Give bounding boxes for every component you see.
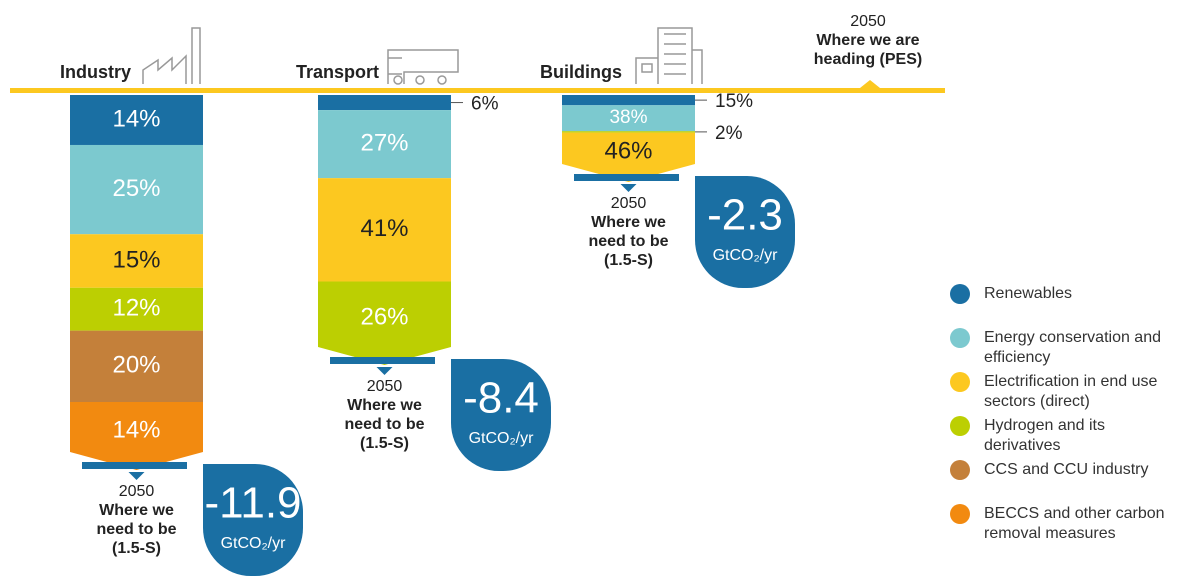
target-arrow bbox=[620, 184, 637, 192]
wheel bbox=[437, 75, 447, 85]
bar-segment bbox=[562, 131, 695, 133]
value-label: 15% bbox=[715, 91, 753, 112]
value-label: 38% bbox=[609, 107, 647, 128]
bar-segment bbox=[70, 402, 203, 470]
legend-item: BECCS and other carbon removal measures bbox=[950, 504, 1175, 548]
target-label: Where we bbox=[99, 502, 174, 519]
value-label: 15% bbox=[112, 246, 160, 273]
sector-name: Buildings bbox=[540, 62, 622, 82]
target-label: (1.5-S) bbox=[360, 435, 409, 452]
legend-label: Hydrogen and its derivatives bbox=[984, 417, 1105, 454]
legend-label: Renewables bbox=[984, 285, 1073, 302]
total-unit: GtCO₂/yr bbox=[221, 535, 287, 552]
target-arrow bbox=[128, 472, 145, 480]
value-label: 14% bbox=[112, 416, 160, 443]
value-label: 6% bbox=[471, 94, 499, 115]
target-label: need to be bbox=[344, 416, 424, 433]
pes-label: Where we are bbox=[816, 32, 919, 49]
legend-swatch bbox=[950, 504, 970, 524]
legend-item: Renewables bbox=[950, 284, 1175, 328]
bar-segment bbox=[562, 95, 695, 106]
target-marker bbox=[574, 174, 679, 181]
legend-item: Energy conservation and efficiency bbox=[950, 328, 1175, 372]
value-label: 2% bbox=[715, 123, 743, 144]
baseline bbox=[10, 88, 945, 93]
bar-segment bbox=[562, 105, 695, 132]
target-label: 2050 bbox=[611, 195, 647, 212]
total-value: -8.4 bbox=[463, 374, 539, 423]
legend-swatch bbox=[950, 416, 970, 436]
legend-item: Electrification in end use sectors (dire… bbox=[950, 372, 1175, 416]
target-label: Where we bbox=[591, 214, 666, 231]
legend-swatch bbox=[950, 328, 970, 348]
legend-swatch bbox=[950, 372, 970, 392]
value-label: 14% bbox=[112, 105, 160, 132]
target-label: 2050 bbox=[119, 483, 155, 500]
sector-name: Industry bbox=[60, 62, 131, 82]
total-badge bbox=[695, 176, 795, 288]
value-label: 27% bbox=[360, 129, 408, 156]
legend-swatch bbox=[950, 460, 970, 480]
value-label: 46% bbox=[604, 138, 652, 165]
target-label: 2050 bbox=[367, 378, 403, 395]
legend-label: BECCS and other carbon removal measures bbox=[984, 505, 1165, 542]
target-label: (1.5-S) bbox=[112, 540, 161, 557]
bar-segment bbox=[562, 132, 695, 182]
total-unit: GtCO₂/yr bbox=[713, 247, 779, 264]
pes-label: 2050 bbox=[850, 13, 886, 30]
value-label: 12% bbox=[112, 295, 160, 322]
legend: Renewables Energy conservation and effici… bbox=[950, 284, 1175, 548]
target-arrow bbox=[376, 367, 393, 375]
total-value: -11.9 bbox=[204, 479, 301, 528]
icons bbox=[142, 27, 703, 85]
total-badge bbox=[451, 359, 551, 471]
target-label: Where we bbox=[347, 397, 422, 414]
bar-segment bbox=[70, 95, 203, 145]
target-label: need to be bbox=[588, 233, 668, 250]
target-marker bbox=[330, 357, 435, 364]
bar-segment bbox=[318, 95, 451, 111]
target-label: need to be bbox=[96, 521, 176, 538]
total-unit: GtCO₂/yr bbox=[469, 430, 535, 447]
bar-segment bbox=[70, 234, 203, 288]
legend-swatch bbox=[950, 284, 970, 304]
legend-label: CCS and CCU industry bbox=[984, 461, 1149, 478]
value-label: 26% bbox=[360, 304, 408, 331]
legend-label: Electrification in end use sectors (dire… bbox=[984, 373, 1158, 410]
legend-item: Hydrogen and its derivatives bbox=[950, 416, 1175, 460]
target-marker bbox=[82, 462, 187, 469]
wheel bbox=[393, 75, 403, 85]
bar-segment bbox=[70, 330, 203, 403]
truck-icon bbox=[387, 49, 459, 84]
bar-segment bbox=[70, 144, 203, 235]
bar-segment bbox=[70, 287, 203, 331]
total-value: -2.3 bbox=[707, 191, 783, 240]
building-icon bbox=[635, 27, 703, 84]
pes-marker bbox=[860, 80, 880, 88]
pes-label: heading (PES) bbox=[814, 51, 922, 68]
value-label: 25% bbox=[112, 175, 160, 202]
total-badge bbox=[203, 464, 303, 576]
bar-segment bbox=[318, 178, 451, 282]
sector-name: Transport bbox=[296, 62, 379, 82]
wheel bbox=[415, 75, 425, 85]
bar-segment bbox=[318, 110, 451, 179]
value-label: 41% bbox=[360, 215, 408, 242]
legend-label: Energy conservation and efficiency bbox=[984, 329, 1161, 366]
value-label: 20% bbox=[112, 352, 160, 379]
target-label: (1.5-S) bbox=[604, 252, 653, 269]
legend-item: CCS and CCU industry bbox=[950, 460, 1175, 504]
factory-icon bbox=[142, 27, 201, 84]
bar-segment bbox=[318, 281, 451, 365]
